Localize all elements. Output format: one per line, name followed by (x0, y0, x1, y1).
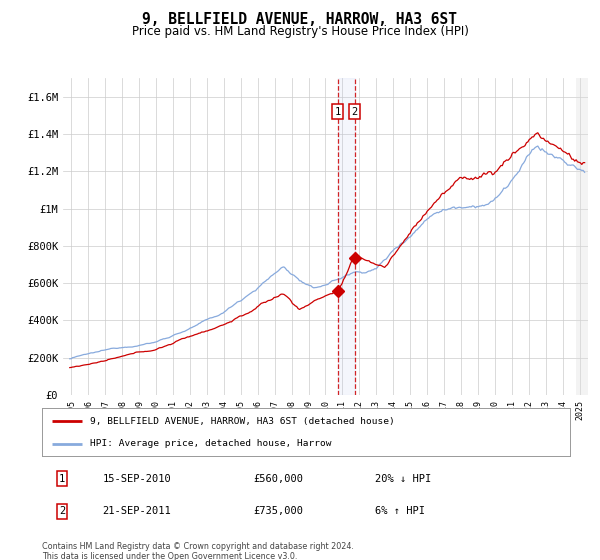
Text: Contains HM Land Registry data © Crown copyright and database right 2024.
This d: Contains HM Land Registry data © Crown c… (42, 542, 354, 560)
Text: 9, BELLFIELD AVENUE, HARROW, HA3 6ST (detached house): 9, BELLFIELD AVENUE, HARROW, HA3 6ST (de… (89, 417, 394, 426)
Text: 1: 1 (59, 474, 65, 484)
Text: 15-SEP-2010: 15-SEP-2010 (103, 474, 172, 484)
Text: 6% ↑ HPI: 6% ↑ HPI (374, 506, 425, 516)
Text: £735,000: £735,000 (253, 506, 303, 516)
Text: 2: 2 (59, 506, 65, 516)
Polygon shape (576, 78, 588, 395)
Text: HPI: Average price, detached house, Harrow: HPI: Average price, detached house, Harr… (89, 439, 331, 448)
Text: Price paid vs. HM Land Registry's House Price Index (HPI): Price paid vs. HM Land Registry's House … (131, 25, 469, 38)
Text: 9, BELLFIELD AVENUE, HARROW, HA3 6ST: 9, BELLFIELD AVENUE, HARROW, HA3 6ST (143, 12, 458, 27)
Text: 1: 1 (334, 106, 341, 116)
Text: £560,000: £560,000 (253, 474, 303, 484)
Text: 2: 2 (352, 106, 358, 116)
Text: 21-SEP-2011: 21-SEP-2011 (103, 506, 172, 516)
Bar (338, 78, 355, 395)
Text: 20% ↓ HPI: 20% ↓ HPI (374, 474, 431, 484)
